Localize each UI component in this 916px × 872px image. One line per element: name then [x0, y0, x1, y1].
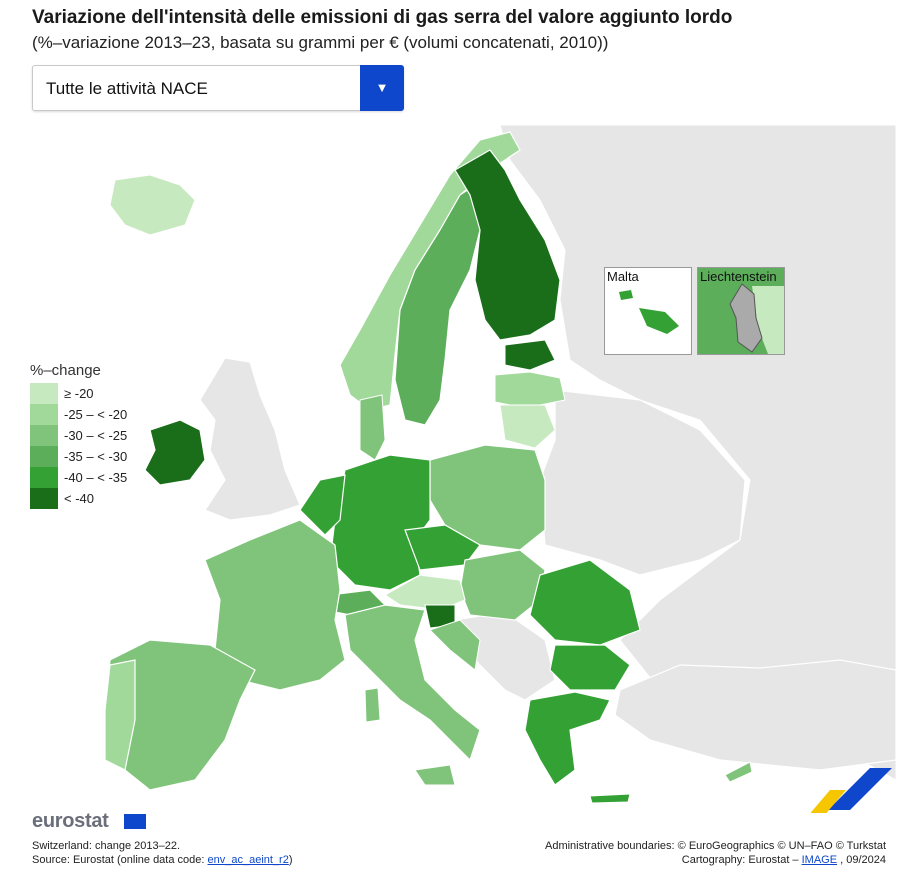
- bulgaria-region: [549, 644, 631, 691]
- greece-region: [524, 691, 611, 786]
- map-subtitle: (%–variazione 2013–23, basata su grammi …: [32, 33, 609, 52]
- ireland-region: [144, 419, 206, 486]
- sardinia-region: [364, 687, 381, 723]
- legend-class-2: -25 – < -20: [30, 404, 127, 425]
- legend-swatch: [30, 425, 58, 446]
- source-code-link[interactable]: env_ac_aeint_r2: [207, 854, 289, 866]
- uk-region: [199, 357, 301, 521]
- map-title: Variazione dell'intensità delle emission…: [32, 7, 733, 28]
- austria-region: [383, 574, 466, 611]
- nace-activity-select[interactable]: Tutte le attività NACE ▼: [32, 65, 404, 111]
- crete-region: [589, 793, 631, 804]
- poland-region: [429, 444, 546, 551]
- legend-class-3: -30 – < -25: [30, 425, 127, 446]
- image-logo-blue: [828, 768, 892, 810]
- denmark-region: [359, 394, 386, 461]
- lithuania-region: [499, 404, 556, 449]
- legend-title: %–change: [30, 362, 101, 379]
- legend-swatch: [30, 383, 58, 404]
- legend-swatch: [30, 404, 58, 425]
- czechia-region: [404, 524, 481, 571]
- eurostat-logo: eurostat: [32, 810, 109, 832]
- malta-label: Malta: [607, 269, 639, 284]
- malta-map: [619, 290, 679, 334]
- legend-class-6: < -40: [30, 488, 127, 509]
- romania-region: [529, 559, 641, 646]
- iceland-region: [109, 174, 196, 236]
- netherlands-belgium-region: [299, 474, 346, 536]
- legend-swatch: [30, 488, 58, 509]
- sweden-region: [394, 183, 481, 426]
- eu-flag-icon: [124, 814, 146, 829]
- legend-swatch: [30, 467, 58, 488]
- image-logo-yellow: [810, 790, 846, 813]
- footer-cartography: Cartography: Eurostat – IMAGE , 09/2024: [681, 854, 886, 866]
- cyprus-region: [724, 761, 753, 783]
- turkey-region: [614, 659, 897, 771]
- legend-class-1: ≥ -20: [30, 383, 127, 404]
- image-link[interactable]: IMAGE: [801, 854, 838, 866]
- latvia-region: [494, 371, 566, 409]
- map-legend: %–change ≥ -20 -25 – < -20 -30 – < -25 -…: [30, 362, 127, 509]
- liechtenstein-label: Liechtenstein: [700, 269, 777, 284]
- malta-inset: Malta: [604, 267, 692, 355]
- liechtenstein-map: [729, 283, 784, 354]
- europe-map: [0, 123, 916, 813]
- estonia-region: [504, 339, 556, 371]
- sicily-region: [414, 764, 456, 786]
- footer-boundaries: Administrative boundaries: © EuroGeograp…: [544, 840, 886, 852]
- norway-region: [339, 131, 521, 411]
- chevron-down-icon[interactable]: ▼: [360, 65, 404, 111]
- legend-swatch: [30, 446, 58, 467]
- finland-region: [454, 149, 561, 341]
- legend-class-4: -35 – < -30: [30, 446, 127, 467]
- liechtenstein-inset: Liechtenstein: [697, 267, 785, 355]
- italy-region: [344, 604, 481, 762]
- footer-note: Switzerland: change 2013–22.: [32, 840, 180, 852]
- croatia-region: [429, 619, 481, 671]
- portugal-region: [104, 659, 136, 771]
- footer-source: Source: Eurostat (online data code: env_…: [32, 854, 293, 866]
- nace-selected-value: Tutte le attività NACE: [46, 79, 208, 98]
- legend-class-5: -40 – < -35: [30, 467, 127, 488]
